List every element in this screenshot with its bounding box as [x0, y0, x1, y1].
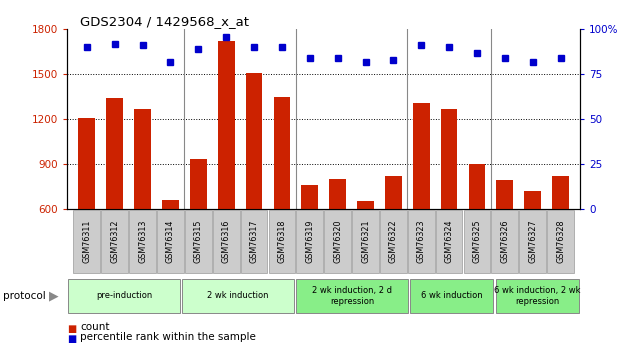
FancyBboxPatch shape [269, 210, 296, 273]
FancyBboxPatch shape [380, 210, 407, 273]
FancyBboxPatch shape [240, 210, 267, 273]
FancyBboxPatch shape [157, 210, 184, 273]
Text: pre-induction: pre-induction [96, 291, 153, 300]
Bar [497, 180, 513, 298]
Text: GSM76319: GSM76319 [305, 220, 314, 263]
Bar [441, 109, 458, 298]
Text: GSM76322: GSM76322 [389, 220, 398, 263]
Text: GSM76317: GSM76317 [249, 220, 258, 263]
FancyBboxPatch shape [408, 210, 435, 273]
FancyBboxPatch shape [519, 210, 546, 273]
Text: 2 wk induction: 2 wk induction [208, 291, 269, 300]
Text: GSM76312: GSM76312 [110, 220, 119, 263]
FancyBboxPatch shape [436, 210, 463, 273]
FancyBboxPatch shape [101, 210, 128, 273]
Bar [190, 159, 206, 298]
Text: GSM76318: GSM76318 [278, 220, 287, 263]
FancyBboxPatch shape [492, 210, 518, 273]
Bar [218, 41, 235, 298]
FancyBboxPatch shape [352, 210, 379, 273]
FancyBboxPatch shape [183, 279, 294, 313]
Bar [162, 200, 179, 298]
Bar [553, 176, 569, 298]
Bar [134, 109, 151, 298]
FancyBboxPatch shape [410, 279, 494, 313]
Bar [357, 201, 374, 298]
FancyBboxPatch shape [213, 210, 240, 273]
Text: ■: ■ [67, 334, 76, 344]
Text: percentile rank within the sample: percentile rank within the sample [80, 332, 256, 342]
Text: 2 wk induction, 2 d
repression: 2 wk induction, 2 d repression [312, 286, 392, 306]
Text: GSM76313: GSM76313 [138, 220, 147, 263]
Text: GSM76326: GSM76326 [501, 220, 510, 263]
Bar [78, 118, 95, 298]
FancyBboxPatch shape [74, 210, 100, 273]
FancyBboxPatch shape [185, 210, 212, 273]
FancyBboxPatch shape [547, 210, 574, 273]
Bar [329, 179, 346, 298]
Text: 6 wk induction, 2 wk
repression: 6 wk induction, 2 wk repression [494, 286, 581, 306]
Text: count: count [80, 322, 110, 332]
Bar [469, 164, 485, 298]
Text: GSM76315: GSM76315 [194, 220, 203, 263]
Bar [106, 98, 123, 298]
FancyBboxPatch shape [324, 210, 351, 273]
Bar [385, 176, 402, 298]
Text: GSM76316: GSM76316 [222, 220, 231, 263]
Bar [524, 191, 541, 298]
Bar [274, 97, 290, 298]
Text: GSM76324: GSM76324 [445, 220, 454, 263]
Text: GSM76323: GSM76323 [417, 220, 426, 263]
Text: ■: ■ [67, 324, 76, 334]
Text: GSM76321: GSM76321 [361, 220, 370, 263]
FancyBboxPatch shape [129, 210, 156, 273]
Text: GSM76328: GSM76328 [556, 220, 565, 263]
Text: 6 wk induction: 6 wk induction [421, 291, 483, 300]
Text: protocol: protocol [3, 291, 46, 301]
FancyBboxPatch shape [296, 210, 323, 273]
Text: GDS2304 / 1429568_x_at: GDS2304 / 1429568_x_at [80, 16, 249, 29]
Bar [301, 185, 318, 298]
Bar [413, 102, 429, 298]
Text: ▶: ▶ [49, 289, 59, 302]
FancyBboxPatch shape [296, 279, 408, 313]
Bar [246, 73, 262, 298]
Text: GSM76327: GSM76327 [528, 220, 537, 263]
Text: GSM76320: GSM76320 [333, 220, 342, 263]
FancyBboxPatch shape [463, 210, 490, 273]
FancyBboxPatch shape [69, 279, 180, 313]
FancyBboxPatch shape [495, 279, 579, 313]
Text: GSM76311: GSM76311 [82, 220, 91, 263]
Text: GSM76314: GSM76314 [166, 220, 175, 263]
Text: GSM76325: GSM76325 [472, 220, 481, 263]
